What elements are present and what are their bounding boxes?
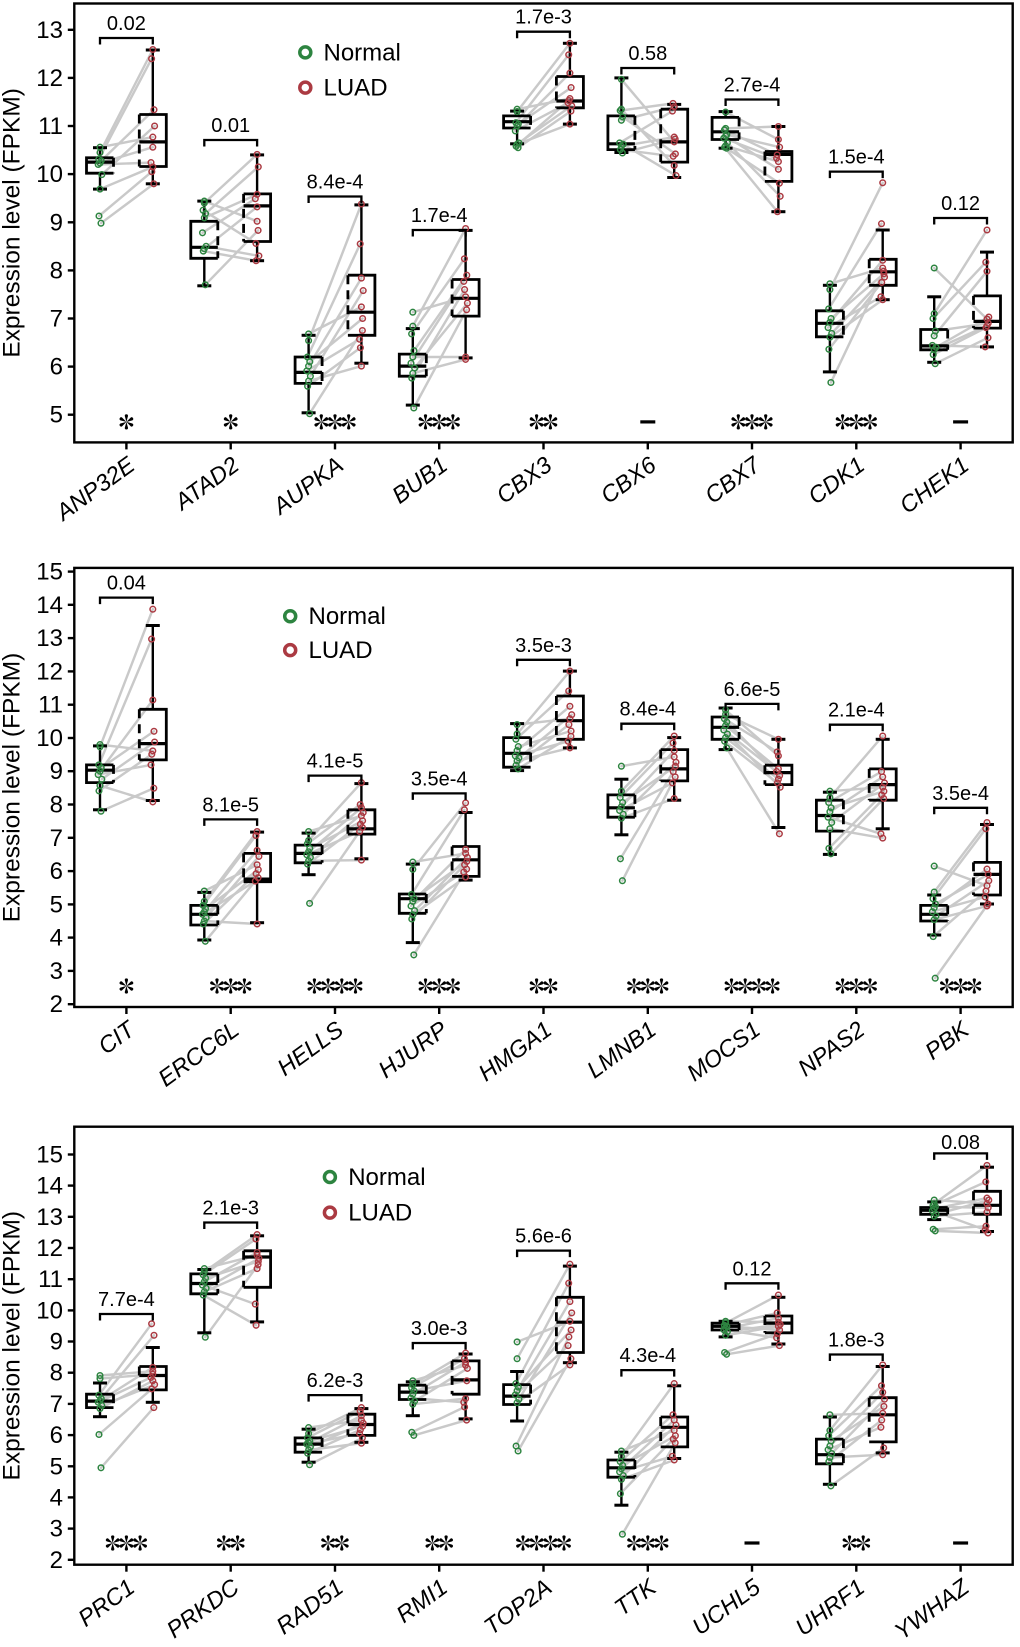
svg-text:2: 2 (50, 991, 63, 1018)
svg-text:0.01: 0.01 (211, 115, 250, 137)
svg-text:1.8e-3: 1.8e-3 (828, 1330, 885, 1352)
svg-text:11: 11 (38, 692, 63, 719)
svg-text:8.4e-4: 8.4e-4 (619, 699, 676, 721)
svg-text:7: 7 (50, 825, 63, 852)
svg-text:10: 10 (36, 161, 63, 188)
svg-text:4: 4 (50, 925, 63, 952)
svg-text:4: 4 (50, 1484, 63, 1511)
svg-text:LUAD: LUAD (309, 637, 373, 664)
svg-text:1.7e-4: 1.7e-4 (411, 205, 468, 227)
svg-text:13: 13 (36, 625, 63, 652)
svg-text:15: 15 (36, 1142, 63, 1169)
svg-text:6.2e-3: 6.2e-3 (307, 1370, 364, 1392)
svg-text:4.3e-4: 4.3e-4 (619, 1345, 676, 1367)
svg-text:14: 14 (36, 592, 63, 619)
svg-text:9: 9 (50, 209, 63, 236)
svg-text:3: 3 (50, 958, 63, 985)
svg-text:0.12: 0.12 (941, 193, 980, 215)
svg-text:Expression level (FPKM): Expression level (FPKM) (0, 88, 26, 358)
svg-text:9: 9 (50, 1329, 63, 1356)
svg-text:0.08: 0.08 (941, 1132, 980, 1154)
svg-text:0.12: 0.12 (733, 1258, 772, 1280)
svg-text:3.5e-4: 3.5e-4 (932, 783, 989, 805)
svg-text:2.1e-4: 2.1e-4 (828, 700, 885, 722)
svg-text:5: 5 (50, 891, 63, 918)
svg-text:5: 5 (50, 402, 63, 429)
svg-text:14: 14 (36, 1173, 63, 1200)
svg-text:3.5e-3: 3.5e-3 (515, 635, 572, 657)
svg-text:6: 6 (50, 858, 63, 885)
svg-text:7.7e-4: 7.7e-4 (98, 1289, 155, 1311)
svg-text:11: 11 (38, 113, 63, 140)
svg-text:8: 8 (50, 257, 63, 284)
svg-text:15: 15 (36, 559, 63, 586)
svg-text:12: 12 (36, 65, 63, 92)
svg-text:3: 3 (50, 1516, 63, 1543)
svg-text:0.02: 0.02 (107, 13, 146, 35)
svg-text:12: 12 (36, 1235, 63, 1262)
svg-text:1.7e-3: 1.7e-3 (515, 7, 572, 29)
svg-text:8: 8 (50, 1360, 63, 1387)
svg-text:13: 13 (36, 17, 63, 44)
svg-text:6: 6 (50, 354, 63, 381)
svg-text:Expression level (FPKM): Expression level (FPKM) (0, 1211, 26, 1481)
svg-text:Normal: Normal (348, 1164, 425, 1191)
svg-text:5: 5 (50, 1453, 63, 1480)
svg-text:8.4e-4: 8.4e-4 (307, 172, 364, 194)
svg-text:4.1e-5: 4.1e-5 (307, 751, 364, 773)
svg-text:LUAD: LUAD (348, 1200, 412, 1227)
svg-text:Normal: Normal (309, 603, 386, 630)
svg-text:Normal: Normal (324, 39, 401, 66)
svg-text:2.1e-3: 2.1e-3 (202, 1198, 259, 1220)
svg-text:12: 12 (36, 658, 63, 685)
svg-text:8: 8 (50, 792, 63, 819)
svg-text:10: 10 (36, 1297, 63, 1324)
svg-text:13: 13 (36, 1204, 63, 1231)
svg-text:0.04: 0.04 (107, 573, 146, 595)
svg-text:11: 11 (38, 1266, 63, 1293)
svg-text:1.5e-4: 1.5e-4 (828, 147, 885, 169)
svg-text:7: 7 (50, 1391, 63, 1418)
svg-text:Expression level (FPKM): Expression level (FPKM) (0, 653, 26, 923)
svg-text:7: 7 (50, 306, 63, 333)
svg-text:6.6e-5: 6.6e-5 (724, 679, 781, 701)
svg-text:8.1e-5: 8.1e-5 (202, 794, 259, 816)
svg-text:3.5e-4: 3.5e-4 (411, 768, 468, 790)
svg-text:5.6e-6: 5.6e-6 (515, 1226, 572, 1248)
svg-text:LUAD: LUAD (324, 75, 388, 102)
svg-text:2: 2 (50, 1547, 63, 1574)
svg-text:9: 9 (50, 758, 63, 785)
svg-text:2.7e-4: 2.7e-4 (724, 75, 781, 97)
svg-text:0.58: 0.58 (628, 43, 667, 65)
svg-text:6: 6 (50, 1422, 63, 1449)
svg-text:10: 10 (36, 725, 63, 752)
svg-text:3.0e-3: 3.0e-3 (411, 1318, 468, 1340)
